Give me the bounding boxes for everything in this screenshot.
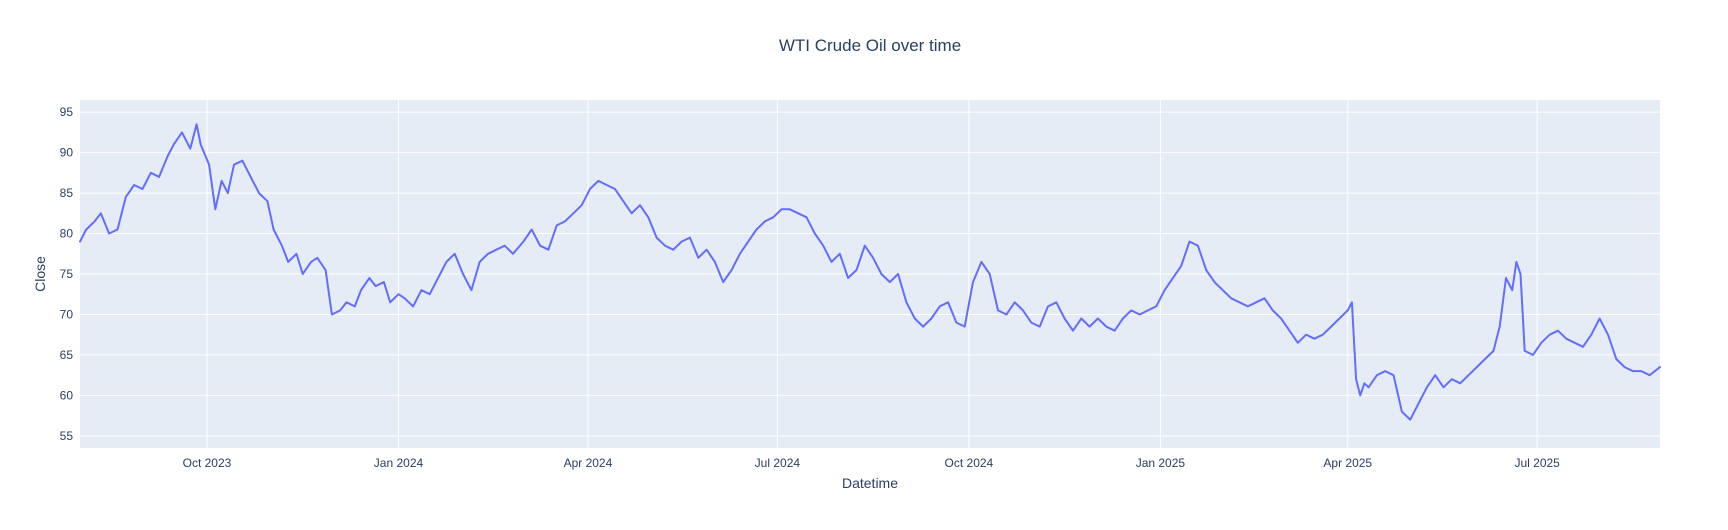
x-tick-label: Jan 2024	[374, 456, 424, 470]
x-axis-title: Datetime	[842, 475, 898, 491]
x-tick-label: Apr 2024	[564, 456, 613, 470]
close-price-line	[79, 123, 1661, 421]
y-axis-ticks: 55 60 65 70 75 80 85 90 95	[60, 105, 74, 443]
chart-title: WTI Crude Oil over time	[779, 36, 961, 55]
y-tick-label: 85	[60, 186, 74, 200]
x-axis-ticks: Oct 2023 Jan 2024 Apr 2024 Jul 2024 Oct 2024…	[183, 456, 1561, 470]
grid-lines	[80, 100, 1660, 448]
y-tick-label: 60	[60, 388, 74, 402]
x-tick-label: Jan 2025	[1136, 456, 1186, 470]
x-tick-label: Jul 2025	[1514, 456, 1560, 470]
series-layer	[79, 123, 1661, 421]
y-tick-label: 95	[60, 105, 74, 119]
y-tick-label: 65	[60, 348, 74, 362]
y-tick-label: 80	[60, 227, 74, 241]
x-tick-label: Oct 2024	[945, 456, 994, 470]
y-tick-label: 75	[60, 267, 74, 281]
y-tick-label: 70	[60, 307, 74, 321]
y-tick-label: 55	[60, 429, 74, 443]
x-tick-label: Apr 2025	[1323, 456, 1372, 470]
y-axis-title: Close	[32, 256, 48, 292]
x-tick-label: Jul 2024	[755, 456, 801, 470]
y-tick-label: 90	[60, 146, 74, 160]
x-tick-label: Oct 2023	[183, 456, 232, 470]
